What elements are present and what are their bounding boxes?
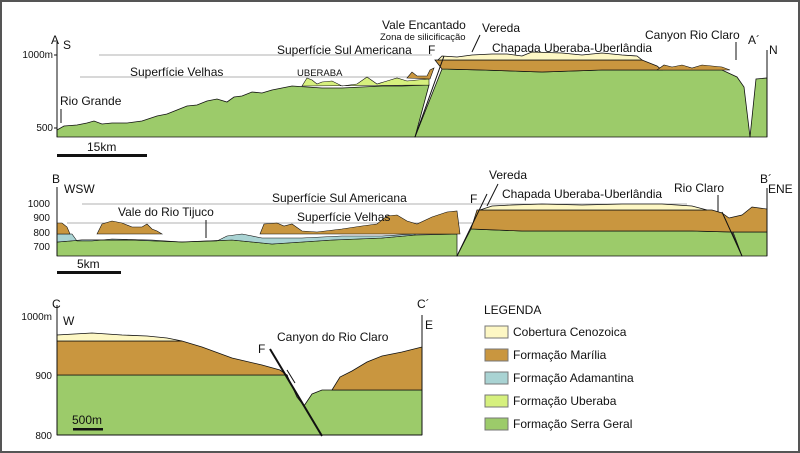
section-a-end-dir: N (769, 43, 778, 57)
layer-marilia-b-hills (96, 220, 164, 235)
fault-line-c (269, 348, 323, 437)
fault-label-a: F (428, 43, 435, 57)
fault-line-b (456, 193, 488, 257)
layer-marilia-plateau-edge (656, 64, 731, 71)
label-vale-encantado: Vale Encantado (382, 18, 466, 32)
section-a: 1000m 500 A S A´ N Rio Grande Superfície… (22, 18, 778, 157)
label-rio-claro-b: Rio Claro (674, 181, 724, 195)
legend-item-adamantina: Formação Adamantina (484, 371, 634, 385)
legend-title: LEGENDA (484, 303, 541, 317)
fault-label-b: F (470, 192, 477, 206)
y-tick-800-c: 800 (35, 431, 52, 442)
layer-cobertura-c (56, 332, 183, 342)
section-a-start-dir: S (63, 38, 71, 52)
section-a-end: A´ (748, 33, 760, 47)
layer-uberaba (301, 76, 430, 87)
layer-serra-geral-right-a (749, 77, 768, 138)
legend-label: Cobertura Cenozoica (513, 325, 627, 339)
section-c-end-dir: E (425, 318, 433, 332)
layer-serra-geral-right (414, 68, 751, 138)
scale-bar-c (73, 428, 103, 431)
label-vale-rio-tijuco: Vale do Rio Tijuco (118, 205, 214, 219)
y-tick-700-b: 700 (33, 242, 50, 253)
legend-swatch (484, 371, 509, 385)
y-tick-1000m: 1000m (22, 50, 53, 61)
fault-slip-arrow-c (286, 369, 296, 384)
section-c: 1000m 900 800 C W C´ E Canyon do Rio Cla… (21, 297, 433, 442)
section-c-end: C´ (417, 297, 430, 311)
layer-marilia-c-left (56, 340, 289, 376)
label-superficie-velhas-b: Superfície Velhas (297, 210, 390, 224)
scale-label-c: 500m (72, 413, 102, 427)
section-c-start-dir: W (63, 314, 75, 328)
label-chapada-b: Chapada Uberaba-Uberlândia (502, 187, 662, 201)
label-rio-grande: Rio Grande (60, 94, 122, 108)
label-canyon-rio-claro: Canyon Rio Claro (645, 28, 740, 42)
legend-item-uberaba: Formação Uberaba (484, 394, 617, 408)
layer-marilia-b-right (470, 206, 768, 233)
legend-label: Formação Serra Geral (513, 417, 632, 431)
section-b-start: B (52, 172, 60, 186)
layer-marilia-left (406, 67, 435, 80)
scale-bar-a (57, 154, 147, 157)
legend-swatch (484, 417, 509, 431)
label-chapada-a: Chapada Uberaba-Uberlândia (492, 41, 652, 55)
label-vereda-a: Vereda (482, 21, 520, 35)
y-tick-800-b: 800 (33, 228, 50, 239)
fault-line-b-east (721, 211, 743, 257)
legend-swatch (484, 325, 509, 339)
legend-label: Formação Adamantina (513, 371, 634, 385)
fault-label-c: F (258, 342, 265, 356)
label-uberaba: UBERABA (297, 68, 343, 79)
scale-label-b: 5km (77, 257, 100, 271)
legend: LEGENDA Cobertura Cenozoica Formação Mar… (484, 303, 634, 431)
scale-label-a: 15km (87, 140, 116, 154)
legend-label: Formação Marília (513, 348, 607, 362)
label-superficie-sul-americana-b: Superfície Sul Americana (272, 191, 407, 205)
legend-item-marilia: Formação Marília (484, 348, 607, 362)
label-vereda-b: Vereda (489, 168, 527, 182)
section-c-start: C (52, 297, 61, 311)
label-zona-silicificacao: Zona de silicificação (380, 32, 466, 43)
layer-adamantina (56, 233, 416, 245)
legend-swatch (484, 394, 509, 408)
y-tick-1000-b: 1000 (28, 199, 51, 210)
layer-cobertura-a (437, 51, 644, 61)
layer-serra-geral-b-right (456, 228, 743, 257)
y-tick-900-b: 900 (33, 213, 50, 224)
label-superficie-sul-americana: Superfície Sul Americana (277, 43, 412, 57)
y-tick-1000m-c: 1000m (21, 312, 52, 323)
pointer-vereda-b (486, 183, 499, 207)
section-b-end-dir: ENE (768, 182, 793, 196)
label-superficie-velhas: Superfície Velhas (130, 65, 223, 79)
layer-marilia-right (434, 59, 664, 73)
layer-marilia-b-mid (259, 210, 461, 235)
layer-marilia-b-left (56, 222, 71, 235)
y-tick-900-c: 900 (35, 371, 52, 382)
legend-item-serra-geral: Formação Serra Geral (484, 417, 632, 431)
legend-item-cobertura: Cobertura Cenozoica (484, 325, 627, 339)
y-tick-500: 500 (36, 123, 53, 134)
fault-line-a (414, 55, 445, 138)
legend-swatch (484, 348, 509, 362)
label-canyon-do-rio-claro: Canyon do Rio Claro (277, 330, 389, 344)
pointer-vereda-a (471, 34, 481, 53)
section-a-start: A (51, 33, 59, 47)
section-b-start-dir: WSW (64, 182, 95, 196)
layer-serra-geral-left (56, 84, 430, 138)
legend-label: Formação Uberaba (513, 394, 617, 408)
section-b-end: B´ (760, 172, 772, 186)
layer-cobertura-b (479, 203, 708, 211)
section-b: 1000 900 800 700 B WSW B´ ENE Vale do Ri… (28, 168, 793, 274)
layer-marilia-c-right (331, 346, 423, 391)
scale-bar-b (57, 271, 121, 274)
